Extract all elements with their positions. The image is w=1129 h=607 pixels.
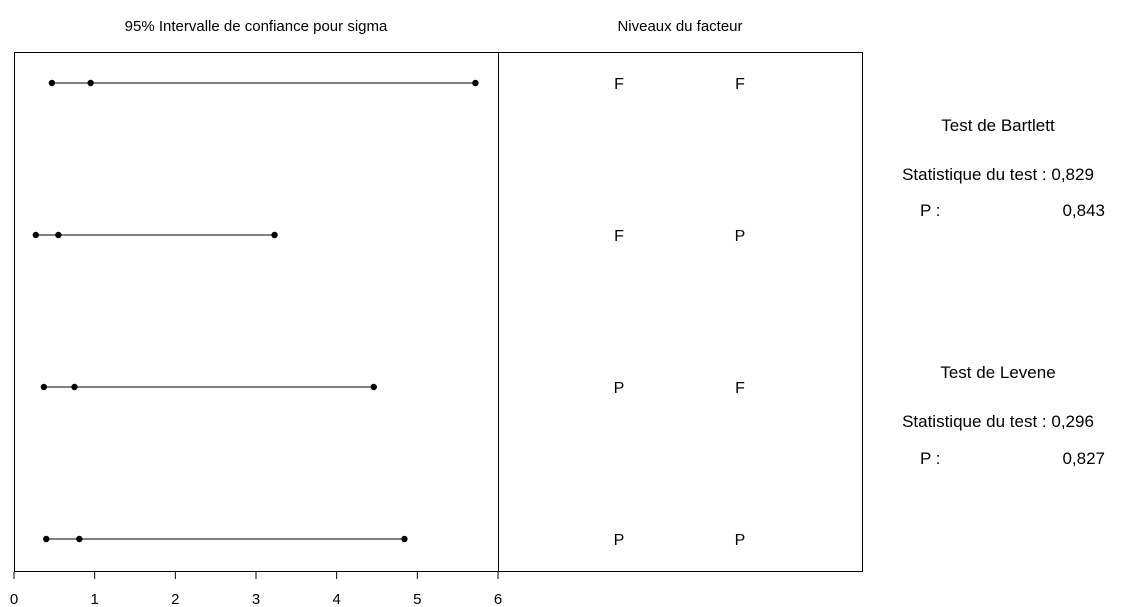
- interval-upper-point: [401, 535, 408, 543]
- factor-level-label: F: [735, 76, 745, 93]
- x-tick-label: 5: [413, 591, 421, 607]
- interval-lower-point: [43, 535, 50, 543]
- x-tick-label: 4: [332, 591, 340, 607]
- interval-upper-point: [271, 231, 278, 239]
- x-tick-label: 0: [10, 591, 18, 607]
- levene-title: Test de Levene: [940, 363, 1055, 382]
- interval-series: [32, 79, 479, 543]
- levene-test-panel: Test de Levene Statistique du test : 0,2…: [902, 363, 1105, 468]
- levene-statistic: Statistique du test : 0,296: [902, 412, 1094, 431]
- sigma-estimate-point: [55, 231, 62, 239]
- factor-level-label: P: [735, 532, 746, 549]
- x-tick-label: 1: [90, 591, 98, 607]
- interval-upper-point: [472, 79, 479, 87]
- bartlett-title: Test de Bartlett: [941, 116, 1055, 135]
- x-tick-label: 2: [171, 591, 179, 607]
- bartlett-p-label: P :: [920, 201, 940, 220]
- interval-lower-point: [40, 383, 48, 391]
- factor-level-label: P: [614, 380, 625, 397]
- bartlett-statistic: Statistique du test : 0,829: [902, 165, 1094, 184]
- factor-level-label: F: [735, 380, 745, 397]
- factor-level-label: F: [614, 76, 624, 93]
- x-axis-ticks: 0 1 2 3 4 5 6: [10, 572, 502, 607]
- plot-frame: [14, 52, 863, 572]
- levels-title: Niveaux du facteur: [617, 18, 742, 35]
- sigma-estimate-point: [87, 79, 94, 87]
- sigma-estimate-point: [71, 383, 78, 391]
- factor-levels: F F F P P F P P: [614, 76, 746, 549]
- levene-p-value: 0,827: [1062, 449, 1105, 468]
- levene-p-label: P :: [920, 449, 940, 468]
- sigma-estimate-point: [76, 535, 83, 543]
- factor-level-label: F: [614, 228, 624, 245]
- factor-level-label: P: [735, 228, 746, 245]
- interval-lower-point: [48, 79, 56, 87]
- x-tick-label: 3: [252, 591, 260, 607]
- bartlett-p-value: 0,843: [1062, 201, 1105, 220]
- factor-level-label: P: [614, 532, 625, 549]
- chart-title: 95% Intervalle de confiance pour sigma: [125, 18, 388, 35]
- x-tick-label: 6: [494, 591, 502, 607]
- bartlett-test-panel: Test de Bartlett Statistique du test : 0…: [902, 116, 1105, 220]
- interval-lower-point: [32, 231, 39, 239]
- interval-upper-point: [370, 383, 377, 391]
